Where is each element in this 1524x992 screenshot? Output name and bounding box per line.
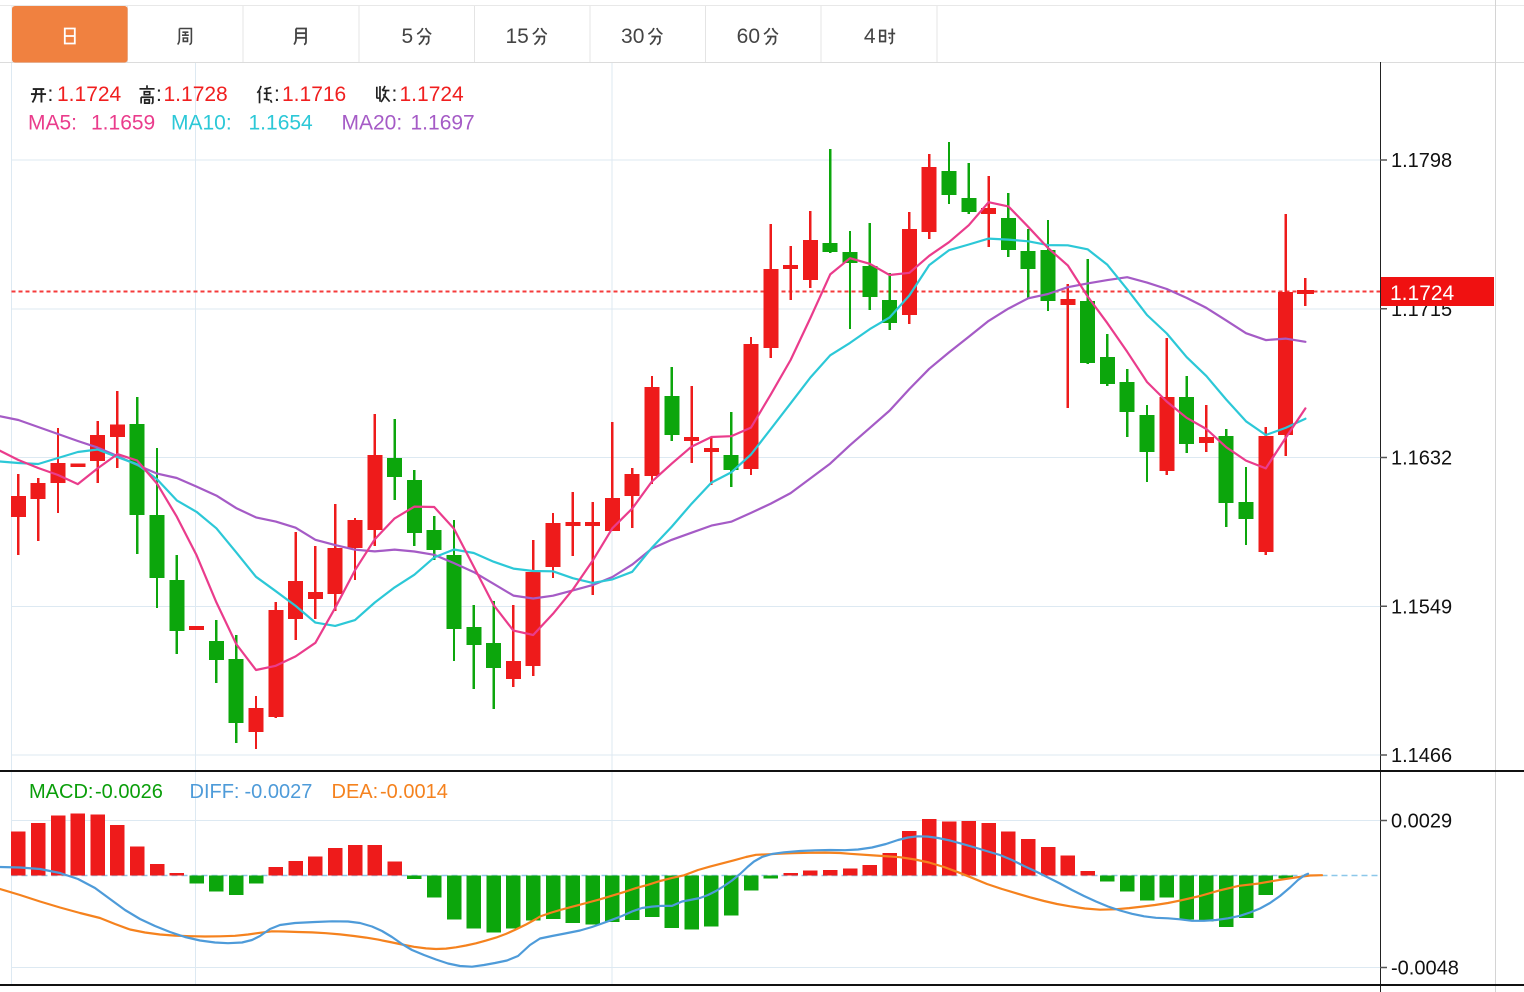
svg-text:1.1549: 1.1549 bbox=[1391, 596, 1452, 618]
svg-text:1.1728: 1.1728 bbox=[164, 83, 228, 106]
svg-text:1.1697: 1.1697 bbox=[411, 112, 475, 135]
svg-text:0.0029: 0.0029 bbox=[1391, 811, 1452, 833]
svg-text:30: 30 bbox=[621, 25, 644, 48]
svg-text:1.1798: 1.1798 bbox=[1391, 150, 1452, 172]
svg-text:5: 5 bbox=[402, 25, 414, 48]
svg-text:60: 60 bbox=[737, 25, 760, 48]
svg-text::: : bbox=[274, 83, 280, 106]
svg-text:MA10:: MA10: bbox=[171, 112, 232, 135]
svg-text:1.1724: 1.1724 bbox=[400, 83, 465, 106]
svg-text:1.1466: 1.1466 bbox=[1391, 745, 1452, 767]
svg-text:-0.0027: -0.0027 bbox=[245, 781, 313, 803]
svg-text:1.1659: 1.1659 bbox=[91, 112, 155, 135]
svg-text:-0.0048: -0.0048 bbox=[1391, 958, 1459, 980]
svg-text:15: 15 bbox=[505, 25, 528, 48]
svg-text:1.1632: 1.1632 bbox=[1391, 448, 1452, 470]
svg-text:MA20:: MA20: bbox=[342, 112, 403, 135]
svg-text:4: 4 bbox=[864, 25, 876, 48]
svg-text:1.1716: 1.1716 bbox=[282, 83, 346, 106]
svg-text:1.1724: 1.1724 bbox=[57, 83, 122, 106]
svg-text:MA5:: MA5: bbox=[28, 112, 77, 135]
svg-text:-0.0026: -0.0026 bbox=[95, 781, 163, 803]
svg-text::: : bbox=[156, 83, 162, 106]
svg-text:-0.0014: -0.0014 bbox=[380, 781, 448, 803]
svg-text:1.1724: 1.1724 bbox=[1390, 282, 1455, 305]
svg-text::: : bbox=[48, 83, 54, 106]
svg-text:1.1654: 1.1654 bbox=[249, 112, 314, 135]
svg-text::: : bbox=[392, 83, 398, 106]
svg-text:DIFF:: DIFF: bbox=[190, 781, 240, 803]
svg-text:DEA:: DEA: bbox=[332, 781, 379, 803]
svg-text:MACD:: MACD: bbox=[29, 781, 93, 803]
